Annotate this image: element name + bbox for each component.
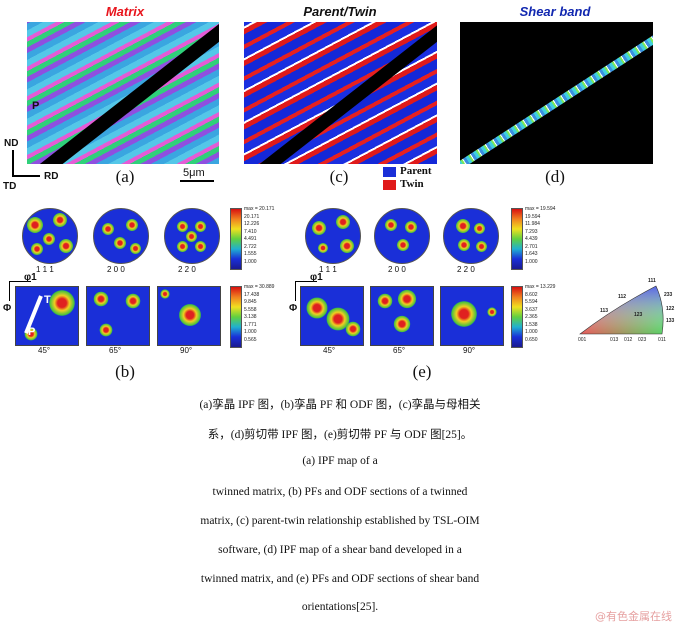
caption-en-line2: twinned matrix, (b) PFs and ODF sections… bbox=[212, 486, 468, 498]
odf-section-45-e bbox=[300, 286, 364, 346]
shear-band-title: Shear band bbox=[519, 4, 591, 19]
td-label: TD bbox=[3, 181, 17, 192]
ipf-key-122: 122 bbox=[666, 306, 675, 312]
pf-name-200: 2 0 0 bbox=[107, 265, 125, 274]
odf-section-65 bbox=[86, 286, 150, 346]
Phi-label-e: Φ bbox=[289, 303, 298, 314]
ipf-key-012: 012 bbox=[624, 337, 633, 343]
ipf-key-133: 133 bbox=[666, 318, 675, 324]
caption-cn-line2: 系，(d)剪切带 IPF 图，(e)剪切带 PF 与 ODF 图[25]。 bbox=[207, 429, 473, 441]
caption-en-line1: (a) IPF map of a bbox=[302, 455, 378, 467]
label-c: (c) bbox=[329, 167, 349, 186]
odf-section-90 bbox=[157, 286, 221, 346]
twin-legend-label: Twin bbox=[400, 178, 424, 190]
phi1-label-e: φ1 bbox=[310, 272, 323, 283]
phi1-axis bbox=[9, 281, 31, 282]
odf-scale-labels: max = 30.889 17.438 9.845 5.558 3.138 1.771 1.… bbox=[244, 284, 275, 343]
ipf-key-001: 001 bbox=[578, 337, 587, 343]
Phi-axis-e bbox=[295, 281, 296, 301]
ipf-key-011: 011 bbox=[658, 337, 666, 343]
pole-figure-200-e bbox=[374, 208, 430, 264]
ipf-color-key bbox=[579, 285, 664, 335]
ipf-key-023: 023 bbox=[638, 337, 647, 343]
rd-label: RD bbox=[44, 171, 59, 182]
caption-en-line3: matrix, (c) parent-twin relationship est… bbox=[200, 515, 480, 527]
pf-name-220-e: 2 2 0 bbox=[457, 265, 475, 274]
odf-section-65-e bbox=[370, 286, 434, 346]
parent-legend-label: Parent bbox=[400, 165, 432, 177]
parent-swatch bbox=[383, 167, 396, 177]
rd-axis-arrow bbox=[12, 175, 40, 177]
odf-angle-65-e: 65° bbox=[393, 346, 406, 355]
parent-twin-title: Parent/Twin bbox=[303, 4, 377, 19]
nd-axis-arrow bbox=[12, 150, 14, 175]
pf-name-111-e: 1 1 1 bbox=[319, 265, 337, 274]
map-p-label: P bbox=[32, 100, 40, 112]
pf-name-200-e: 2 0 0 bbox=[388, 265, 406, 274]
pole-figure-220 bbox=[164, 208, 220, 264]
parent-twin-map bbox=[244, 22, 437, 164]
odf-scale-labels-e: max = 13.229 8.602 5.594 3.637 2.365 1.538 1.0… bbox=[525, 284, 556, 343]
scale-bar bbox=[180, 180, 214, 182]
ipf-key-113: 113 bbox=[600, 308, 609, 314]
shear-band-stripe bbox=[27, 22, 219, 164]
pole-figure-200 bbox=[93, 208, 149, 264]
ipf-key-112: 112 bbox=[618, 294, 627, 300]
pf-colorbar bbox=[230, 208, 242, 270]
pf-scale-labels: max = 20.171 20.171 12.226 7.410 4.491 2.722 1… bbox=[244, 206, 275, 265]
pole-figure-220-e bbox=[443, 208, 499, 264]
shear-band-stripe bbox=[460, 22, 653, 164]
odf-colorbar-e bbox=[511, 286, 523, 348]
shear-band-stripe bbox=[244, 22, 437, 164]
nd-label: ND bbox=[4, 138, 19, 149]
caption-cn-line1: (a)孪晶 IPF 图，(b)孪晶 PF 和 ODF 图，(c)孪晶与母相关 bbox=[199, 399, 481, 411]
phi1-label: φ1 bbox=[24, 272, 37, 283]
ipf-key-123: 123 bbox=[634, 312, 643, 318]
matrix-ipf-map bbox=[27, 22, 219, 164]
odf-angle-65: 65° bbox=[109, 346, 122, 355]
label-a: (a) bbox=[115, 167, 135, 186]
phi1-axis-e bbox=[295, 281, 317, 282]
caption-en-line6: orientations[25]. bbox=[301, 601, 379, 613]
odf-angle-45-e: 45° bbox=[323, 346, 336, 355]
pole-figure-111 bbox=[22, 208, 78, 264]
shear-band-ipf-map bbox=[460, 22, 653, 164]
odf-section-45 bbox=[15, 286, 79, 346]
odf-section-90-e bbox=[440, 286, 504, 346]
label-d: (d) bbox=[545, 167, 565, 186]
twin-swatch bbox=[383, 180, 396, 190]
Phi-axis bbox=[9, 281, 10, 301]
pf-name-220: 2 2 0 bbox=[178, 265, 196, 274]
odf-angle-45: 45° bbox=[38, 346, 51, 355]
odf-colorbar bbox=[230, 286, 242, 348]
label-e: (e) bbox=[412, 362, 432, 381]
matrix-title: Matrix bbox=[105, 4, 145, 19]
pf-colorbar-e bbox=[511, 208, 523, 270]
Phi-label: Φ bbox=[3, 303, 12, 314]
odf-p-label: P bbox=[28, 326, 36, 338]
scale-label: 5μm bbox=[183, 167, 205, 179]
pole-figure-111-e bbox=[305, 208, 361, 264]
ipf-key-233: 233 bbox=[664, 292, 673, 298]
watermark: @有色金属在线 bbox=[595, 610, 672, 623]
odf-angle-90: 90° bbox=[180, 346, 193, 355]
pf-name-111: 1 1 1 bbox=[36, 265, 54, 274]
pf-scale-labels-e: max = 19.594 19.594 11.984 7.293 4.439 2.701 1… bbox=[525, 206, 556, 265]
odf-angle-90-e: 90° bbox=[463, 346, 476, 355]
caption-en-line4: software, (d) IPF map of a shear band de… bbox=[218, 544, 462, 556]
caption-en-line5: twinned matrix, and (e) PFs and ODF sect… bbox=[200, 573, 480, 585]
ipf-key-013: 013 bbox=[610, 337, 619, 343]
label-b: (b) bbox=[115, 362, 135, 381]
odf-t-label: T bbox=[44, 294, 51, 306]
ipf-key-111: 111 bbox=[648, 278, 656, 284]
